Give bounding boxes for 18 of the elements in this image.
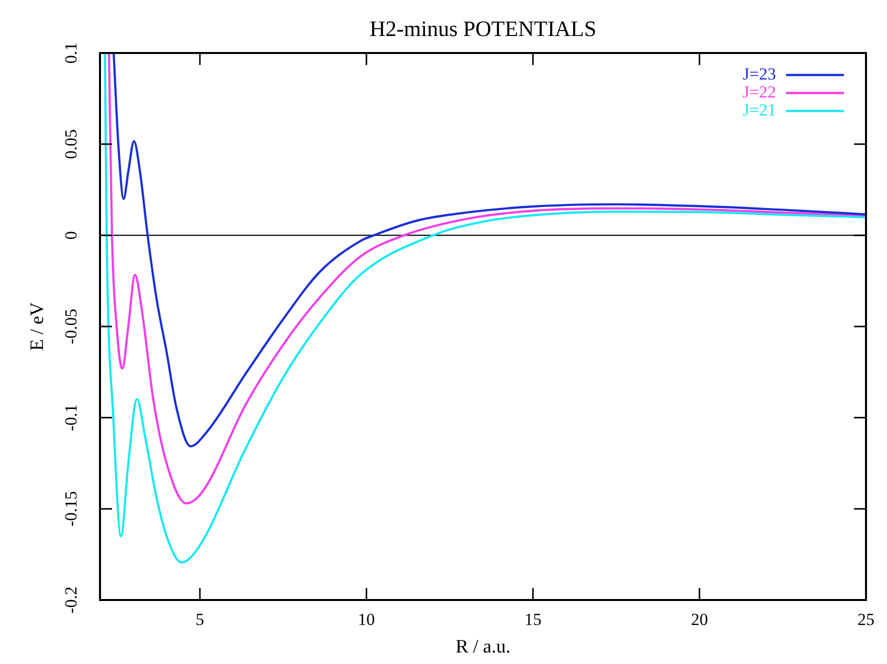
- y-tick-label: 0.05: [61, 129, 80, 160]
- y-tick-label: -0.2: [61, 586, 80, 614]
- x-axis-title: R / a.u.: [456, 636, 510, 658]
- legend-label: J=22: [742, 82, 776, 102]
- x-tick-label: 20: [690, 610, 708, 629]
- y-tick-label: -0.1: [61, 404, 80, 432]
- y-tick-label: 0: [61, 231, 80, 240]
- x-tick-label: 15: [524, 610, 542, 629]
- legend-label: J=21: [742, 100, 776, 120]
- y-tick-label: -0.15: [61, 491, 80, 527]
- x-tick-label: 25: [858, 610, 874, 629]
- y-tick-label: 0.1: [61, 42, 80, 64]
- x-tick-label: 10: [358, 610, 375, 629]
- y-tick-label: -0.05: [61, 308, 80, 344]
- chart-title: H2-minus POTENTIALS: [370, 16, 596, 41]
- legend-label: J=23: [742, 64, 776, 84]
- x-tick-label: 5: [196, 610, 204, 629]
- y-axis-title: E / eV: [26, 302, 48, 351]
